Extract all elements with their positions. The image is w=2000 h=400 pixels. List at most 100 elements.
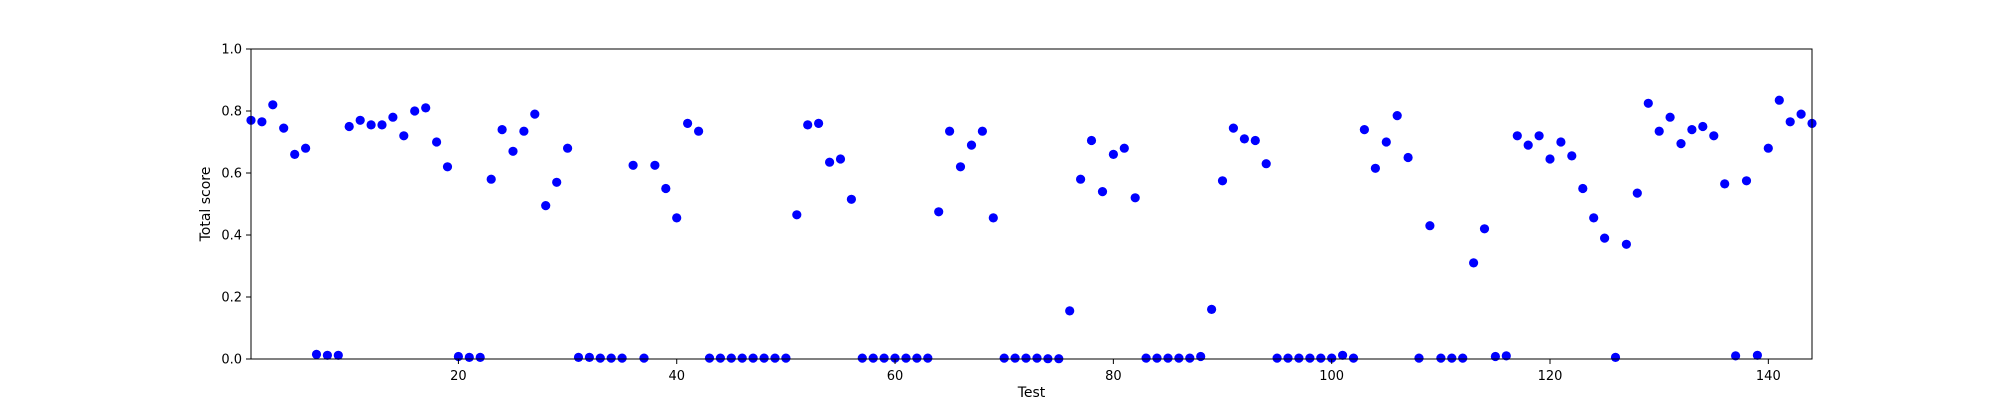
data-point	[1228, 123, 1238, 133]
data-point	[1545, 154, 1555, 164]
data-point	[1621, 239, 1631, 249]
data-point	[934, 207, 944, 217]
data-point	[486, 174, 496, 184]
data-point	[1654, 126, 1664, 136]
x-tick-label: 80	[1105, 369, 1122, 384]
data-point	[912, 353, 922, 363]
data-point	[1763, 143, 1773, 153]
data-point	[1130, 193, 1140, 203]
data-point	[1643, 98, 1653, 108]
data-point	[530, 109, 540, 119]
data-point	[988, 213, 998, 223]
plot-frame	[250, 48, 1813, 360]
data-point	[1021, 353, 1031, 363]
y-tick-label: 0.6	[221, 167, 242, 182]
data-point	[290, 149, 300, 159]
y-axis: 0.0 0.2 0.4 0.6 0.8 1.0	[221, 43, 251, 368]
data-point	[1086, 135, 1097, 146]
data-point	[857, 353, 867, 363]
data-point	[377, 120, 387, 130]
data-point	[1698, 121, 1708, 132]
data-point	[1665, 112, 1675, 122]
data-point	[1261, 159, 1271, 169]
data-point	[464, 352, 474, 362]
data-point	[1097, 187, 1108, 197]
data-point	[322, 350, 332, 360]
data-points	[246, 95, 1817, 364]
data-point	[366, 120, 376, 130]
data-point	[1163, 353, 1173, 363]
data-point	[1610, 352, 1621, 362]
data-point	[1632, 188, 1642, 198]
data-point	[1316, 353, 1326, 363]
data-point	[1479, 224, 1490, 234]
data-point	[1687, 125, 1697, 135]
data-point	[1752, 350, 1762, 360]
y-tick-label: 0.8	[221, 105, 242, 120]
data-point	[508, 146, 518, 156]
data-point	[955, 162, 966, 172]
data-point	[1523, 140, 1533, 150]
data-point	[759, 353, 769, 363]
data-point	[879, 353, 889, 363]
data-point	[639, 353, 649, 363]
data-point	[1469, 258, 1479, 268]
x-tick-label: 20	[450, 369, 467, 384]
y-tick-label: 0.2	[221, 291, 242, 306]
data-point	[1589, 213, 1599, 223]
data-point	[1796, 109, 1806, 119]
data-point	[399, 131, 409, 141]
data-point	[1174, 353, 1184, 363]
data-point	[1501, 351, 1511, 361]
data-point	[803, 120, 813, 130]
data-point	[1348, 353, 1359, 363]
y-tick-label: 0.0	[221, 353, 242, 368]
data-point	[257, 117, 267, 127]
data-point	[1370, 163, 1380, 173]
y-tick-label: 1.0	[221, 43, 242, 58]
data-point	[1239, 134, 1249, 144]
data-point	[1207, 304, 1217, 314]
data-point	[563, 143, 573, 153]
data-point	[333, 350, 343, 360]
data-point	[781, 353, 791, 363]
data-point	[1065, 306, 1075, 316]
data-point	[1359, 125, 1369, 135]
data-point	[672, 213, 682, 223]
data-point	[835, 154, 846, 164]
data-point	[1414, 353, 1424, 363]
data-point	[1010, 353, 1020, 363]
data-point	[1152, 353, 1162, 363]
data-point	[748, 353, 758, 363]
data-point	[1785, 117, 1795, 127]
x-tick-label: 140	[1756, 369, 1781, 384]
data-point	[977, 126, 988, 136]
data-point	[1578, 183, 1588, 194]
x-axis: 20 40 60 80 100 120 140	[450, 359, 1781, 384]
data-point	[1556, 137, 1566, 147]
data-point	[1447, 353, 1457, 363]
data-point	[966, 140, 977, 150]
data-point	[901, 353, 911, 363]
data-point	[617, 353, 627, 363]
data-point	[704, 353, 715, 363]
data-point	[1108, 149, 1118, 159]
data-point	[1217, 176, 1228, 186]
data-point	[650, 160, 660, 170]
data-point	[923, 353, 933, 363]
data-point	[945, 126, 955, 136]
x-axis-label: Test	[1017, 385, 1046, 400]
data-point	[519, 126, 529, 136]
data-point	[1600, 233, 1610, 243]
data-point	[1392, 111, 1402, 121]
data-point	[1338, 350, 1348, 360]
data-point	[1709, 131, 1719, 141]
data-point	[432, 137, 442, 147]
data-point	[1403, 152, 1413, 163]
data-point	[1032, 353, 1042, 363]
data-point	[497, 125, 507, 135]
data-point	[606, 353, 616, 363]
data-point	[814, 118, 824, 128]
data-point	[311, 349, 322, 359]
